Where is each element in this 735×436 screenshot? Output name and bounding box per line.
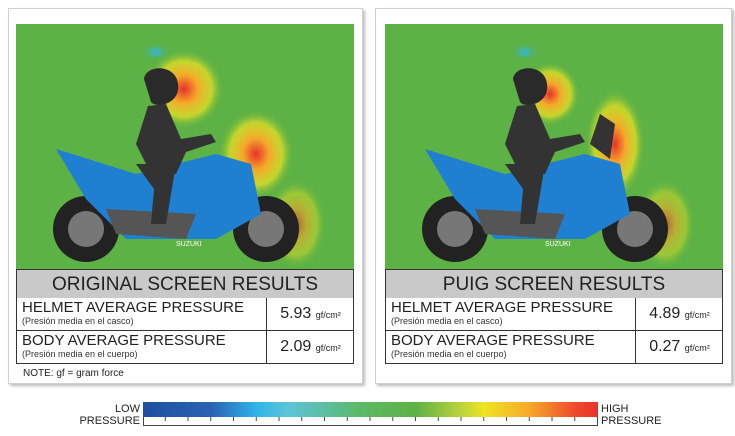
row-value: 5.93 [280,305,312,322]
row-unit: gf/cm² [684,310,710,320]
row-sublabel: (Presión media en el casco) [391,316,503,326]
bike-brand-logo: SUZUKI [545,241,571,248]
pressure-map-puig: SUZUKI [385,24,723,269]
helmet-pressure-row: HELMET AVERAGE PRESSURE (Presión media en… [385,298,723,331]
row-unit: gf/cm² [315,343,341,353]
row-label: BODY AVERAGE PRESSURE [391,332,595,349]
puig-panel: SUZUKI PUIG SCREEN RESULTS HELMET AVERAG… [375,8,732,384]
note: NOTE: gf = gram force [23,368,124,379]
pressure-map-original: SUZUKI [16,24,354,269]
body-pressure-row: BODY AVERAGE PRESSURE (Presión media en e… [16,331,354,364]
panel-title: PUIG SCREEN RESULTS [385,269,723,299]
bike-brand-logo: SUZUKI [176,241,202,248]
original-panel: SUZUKI ORIGINAL SCREEN RESULTS HELMET AV… [8,8,363,384]
body-pressure-row: BODY AVERAGE PRESSURE (Presión media en e… [385,331,723,364]
legend-high-line1: HIGH [601,403,629,415]
row-sublabel: (Presión media en el casco) [22,316,134,326]
legend-high-line2: PRESSURE [601,415,662,427]
panel-title: ORIGINAL SCREEN RESULTS [16,269,354,299]
row-label: HELMET AVERAGE PRESSURE [22,299,245,316]
row-value: 4.89 [649,305,681,322]
pressure-color-scale [143,402,598,417]
helmet-pressure-row: HELMET AVERAGE PRESSURE (Presión media en… [16,298,354,331]
row-sublabel: (Presión media en el cuerpo) [22,349,138,359]
row-sublabel: (Presión media en el cuerpo) [391,349,507,359]
row-unit: gf/cm² [684,343,710,353]
row-value: 2.09 [280,338,312,355]
row-unit: gf/cm² [315,310,341,320]
legend-low-label: LOW PRESSURE [70,403,140,427]
row-label: HELMET AVERAGE PRESSURE [391,299,614,316]
row-label: BODY AVERAGE PRESSURE [22,332,226,349]
legend-low-line1: LOW [114,403,140,415]
legend-high-label: HIGH PRESSURE [601,403,662,427]
legend-low-line2: PRESSURE [79,415,140,427]
row-value: 0.27 [649,338,681,355]
scale-ticks [143,417,598,426]
